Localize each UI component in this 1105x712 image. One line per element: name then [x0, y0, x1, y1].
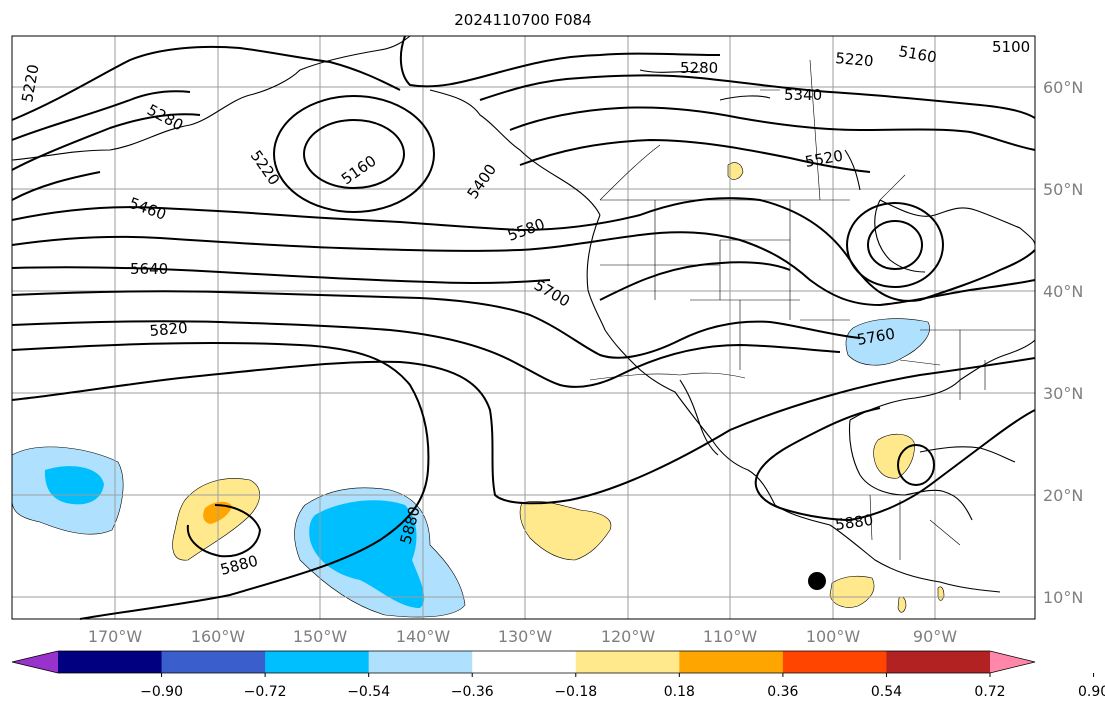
colorbar-tick-label: 0.18: [664, 684, 695, 700]
positive-anomaly-region: [897, 596, 907, 613]
contour-label: 5280: [680, 59, 718, 77]
contour-label: 5820: [149, 319, 189, 340]
colorbar-segment: [886, 651, 991, 673]
map-title: 2024110700 F084: [454, 11, 591, 29]
marker-dot: [808, 572, 826, 590]
contour-line: [11, 320, 841, 388]
positive-anomaly-region: [873, 433, 915, 479]
latitude-label: 40°N: [1043, 282, 1083, 301]
latitude-label: 10°N: [1043, 588, 1083, 607]
contour-label: 5220: [835, 49, 875, 70]
latitude-label: 30°N: [1043, 384, 1083, 403]
colorbar-segment: [472, 651, 577, 673]
colorbar-segment: [368, 651, 473, 673]
latitude-labels: 60°N 50°N 40°N 30°N 20°N 10°N: [1043, 78, 1083, 607]
contour-label: 5100: [992, 38, 1030, 56]
colorbar-tick-label: −0.18: [554, 684, 597, 700]
anomaly-shading: [11, 162, 945, 618]
negative-anomaly-core: [309, 500, 425, 608]
contour-line: [11, 231, 1036, 307]
contour-line: [399, 35, 721, 88]
longitude-label: 110°W: [703, 627, 758, 646]
contour-line: [479, 74, 1036, 119]
contour-line: [11, 290, 861, 359]
longitude-label: 90°W: [913, 627, 957, 646]
colorbar-extend-low: [12, 651, 58, 673]
positive-anomaly-region: [519, 500, 612, 561]
contour-line: [273, 95, 435, 213]
longitude-label: 120°W: [601, 627, 656, 646]
contour-line: [11, 341, 430, 620]
colorbar-tick-label: 0.72: [974, 684, 1005, 700]
latitude-label: 50°N: [1043, 180, 1083, 199]
longitude-label: 100°W: [806, 627, 861, 646]
colorbar-outline: [11, 650, 1036, 674]
map-frame: [11, 35, 1036, 620]
colorbar-tick-label: −0.54: [347, 684, 390, 700]
negative-anomaly-region: [845, 318, 930, 366]
colorbar-tick-label: 0.54: [871, 684, 902, 700]
colorbar-segment: [782, 651, 887, 673]
longitude-label: 170°W: [88, 627, 143, 646]
colorbar-segment: [265, 651, 370, 673]
contour-label: 5880: [834, 511, 874, 534]
colorbar-segment: [161, 651, 266, 673]
contour-line: [11, 357, 1036, 505]
positive-anomaly-region: [937, 586, 945, 601]
latitude-label: 20°N: [1043, 486, 1083, 505]
longitude-label: 130°W: [498, 627, 553, 646]
colorbar-segment: [679, 651, 784, 673]
contour-line: [897, 444, 935, 486]
contour-line: [11, 90, 191, 141]
contour-line: [11, 261, 791, 301]
contour-line: [867, 220, 923, 270]
contour-line: [186, 504, 262, 558]
positive-anomaly-region: [727, 162, 744, 180]
contour-line: [11, 106, 1036, 171]
contour-label: 5640: [130, 260, 168, 278]
longitude-labels: 170°W 160°W 150°W 140°W 130°W 120°W 110°…: [88, 627, 957, 646]
longitude-label: 160°W: [191, 627, 246, 646]
longitude-label: 150°W: [293, 627, 348, 646]
colorbar: [11, 650, 1036, 674]
colorbar-segment: [58, 651, 163, 673]
contour-label: 5340: [784, 86, 822, 104]
contour-line: [754, 407, 1036, 521]
coastlines: [11, 35, 1036, 593]
colorbar-tick-label: −0.72: [244, 684, 287, 700]
contour-line: [303, 119, 405, 189]
latitude-label: 60°N: [1043, 78, 1083, 97]
colorbar-extend-high: [990, 651, 1035, 673]
longitude-label: 140°W: [396, 627, 451, 646]
colorbar-tick-label: −0.90: [140, 684, 183, 700]
height-contours: [11, 35, 1036, 620]
colorbar-ticks: −0.90 −0.72 −0.54 −0.36 −0.18 0.18 0.36 0.54 0.7…: [140, 673, 1105, 700]
positive-anomaly-region: [829, 575, 875, 608]
colorbar-segment: [575, 651, 680, 673]
contour-line: [11, 45, 401, 121]
colorbar-tick-label: 0.90: [1078, 684, 1105, 700]
contour-line: [11, 138, 871, 201]
colorbar-tick-label: 0.36: [767, 684, 798, 700]
political-borders: [589, 59, 1035, 560]
colorbar-tick-label: −0.36: [451, 684, 494, 700]
contour-line: [846, 202, 944, 288]
